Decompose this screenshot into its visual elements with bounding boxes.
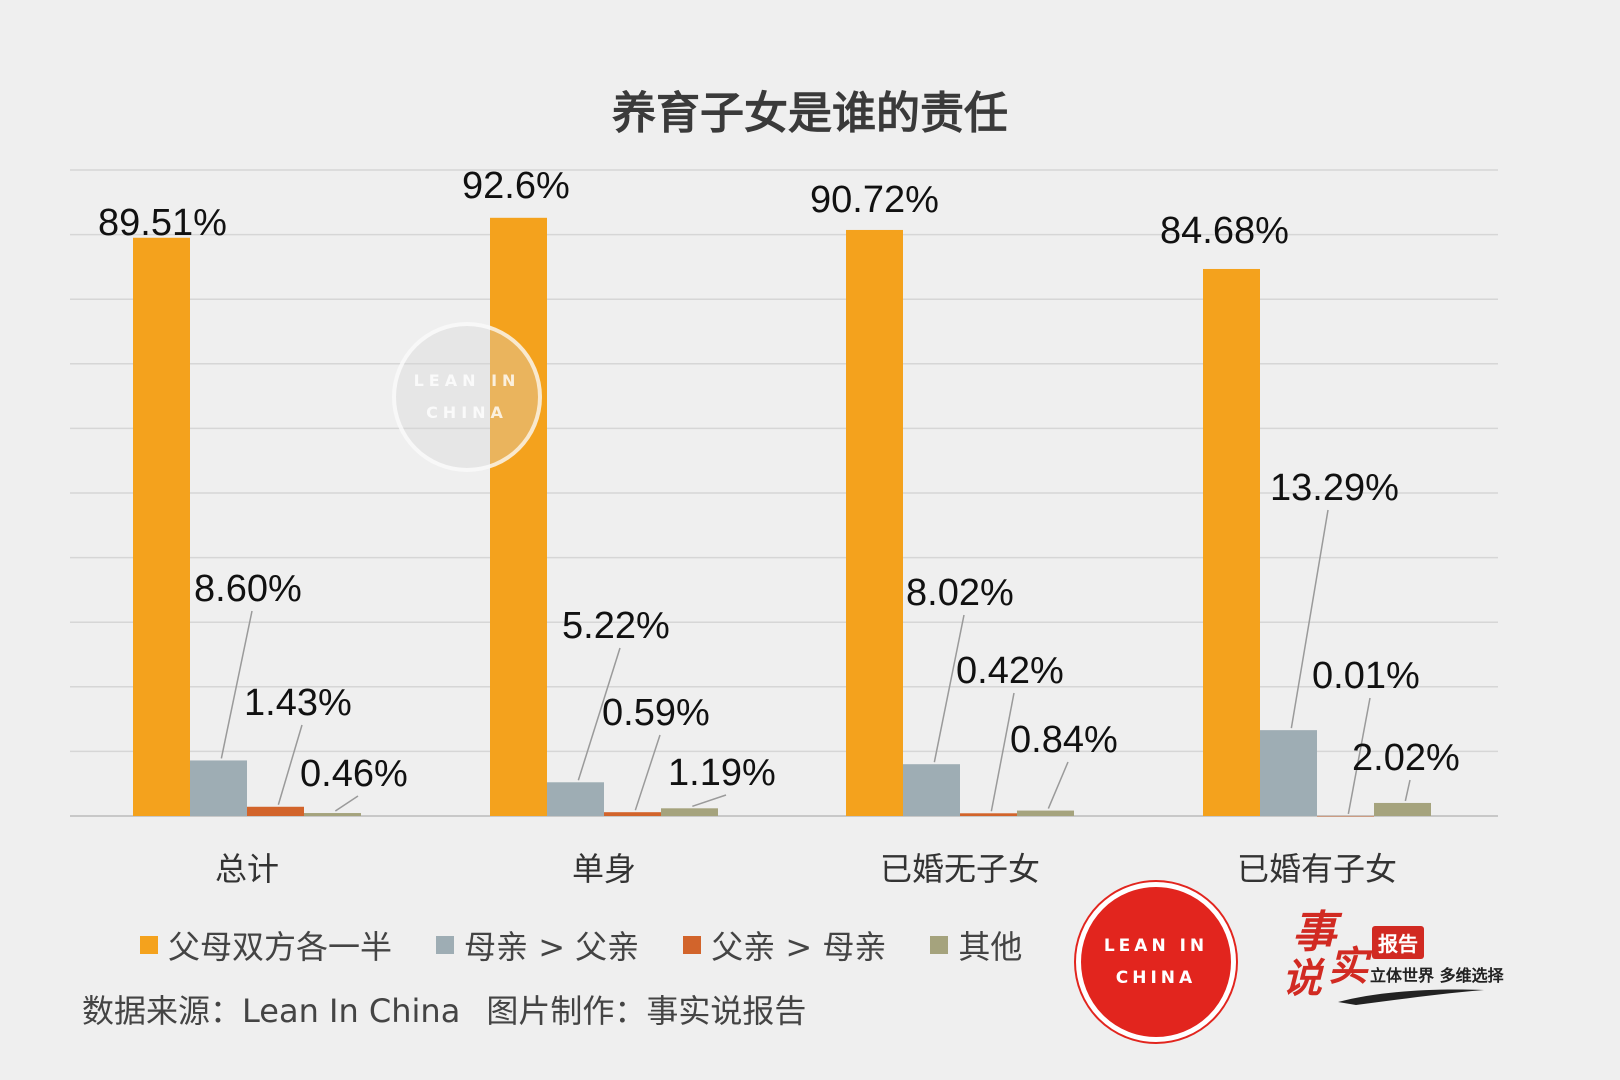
legend: 父母双方各一半 母亲 > 父亲 父亲 > 母亲 其他 bbox=[140, 922, 1022, 968]
data-labels: 89.51% 8.60% 1.43% 0.46% 92.6% 5.22% 0.59% 1.19… bbox=[98, 165, 1460, 815]
legend-item: 母亲 > 父亲 bbox=[436, 922, 639, 968]
leader-line bbox=[933, 614, 965, 763]
lean-in-china-logo: LEAN IN CHINA bbox=[1076, 882, 1236, 1042]
bar bbox=[846, 229, 903, 817]
data-label: 5.22% bbox=[562, 605, 670, 647]
gridlines bbox=[70, 169, 1498, 817]
bar bbox=[247, 806, 304, 816]
leader-line bbox=[577, 647, 621, 781]
bar bbox=[1317, 815, 1374, 817]
bar bbox=[1374, 802, 1431, 816]
data-label: 0.46% bbox=[300, 753, 408, 795]
category-label: 单身 bbox=[572, 850, 636, 888]
leader-line bbox=[1404, 779, 1411, 802]
data-label: 8.02% bbox=[906, 572, 1014, 614]
bar bbox=[547, 782, 604, 816]
logo-char: 说 bbox=[1282, 955, 1322, 1002]
legend-label: 母亲 > 父亲 bbox=[464, 928, 640, 966]
source-text: 数据来源：Lean In China bbox=[82, 992, 461, 1030]
data-label: 90.72% bbox=[810, 179, 939, 221]
logo-char: 事 bbox=[1292, 907, 1336, 958]
legend-swatch bbox=[683, 936, 702, 954]
fact-report-logo: 事 实 说 报告 立体世界 多维选择 bbox=[1282, 900, 1514, 1020]
legend-swatch bbox=[436, 936, 455, 954]
data-label: 1.43% bbox=[244, 682, 352, 724]
legend-label: 父母双方各一半 bbox=[168, 928, 393, 966]
data-label: 1.19% bbox=[668, 752, 776, 794]
bar bbox=[1203, 268, 1260, 817]
bar bbox=[903, 764, 960, 816]
bar bbox=[304, 813, 361, 816]
category-label: 已婚有子女 bbox=[1237, 850, 1397, 888]
bars bbox=[133, 217, 1431, 817]
bar bbox=[661, 808, 718, 816]
logo-char: 实 bbox=[1328, 943, 1368, 990]
logo-slogan: 立体世界 多维选择 bbox=[1370, 966, 1504, 985]
bar bbox=[133, 237, 190, 817]
data-label: 84.68% bbox=[1160, 210, 1289, 252]
leader-line bbox=[634, 734, 661, 811]
legend-label: 其他 bbox=[958, 928, 1023, 966]
bar bbox=[490, 217, 547, 816]
category-label: 总计 bbox=[215, 850, 279, 888]
legend-item: 父母双方各一半 bbox=[140, 922, 392, 968]
leader-line bbox=[277, 724, 303, 805]
bar bbox=[960, 813, 1017, 816]
category-label: 已婚无子女 bbox=[880, 850, 1040, 888]
data-label: 92.6% bbox=[462, 165, 570, 207]
data-label: 89.51% bbox=[98, 202, 227, 244]
logo-line2: CHINA bbox=[1115, 968, 1197, 988]
data-label: 0.01% bbox=[1312, 655, 1420, 697]
legend-item: 父亲 > 母亲 bbox=[683, 922, 886, 968]
leader-line bbox=[220, 610, 253, 759]
data-label: 2.02% bbox=[1352, 737, 1460, 779]
leader-line bbox=[1347, 697, 1371, 815]
legend-swatch bbox=[140, 936, 158, 954]
legend-swatch bbox=[930, 936, 949, 954]
source-note: 数据来源：Lean In China 图片制作：事实说报告 bbox=[82, 986, 832, 1032]
legend-item: 其他 bbox=[930, 922, 1022, 968]
leader-line bbox=[692, 794, 727, 808]
bar bbox=[1017, 810, 1074, 816]
data-label: 0.59% bbox=[602, 692, 710, 734]
data-label: 0.84% bbox=[1010, 719, 1118, 761]
legend-label: 父亲 > 母亲 bbox=[711, 928, 887, 966]
leader-line bbox=[1047, 761, 1069, 809]
category-labels: 总计 单身 已婚无子女 已婚有子女 bbox=[215, 850, 1397, 888]
credit-text: 图片制作：事实说报告 bbox=[486, 992, 807, 1030]
leader-line bbox=[1290, 509, 1329, 729]
leader-line bbox=[990, 692, 1015, 812]
brush-stroke-icon bbox=[1338, 989, 1484, 1005]
data-label: 0.42% bbox=[956, 650, 1064, 692]
bar bbox=[190, 760, 247, 816]
data-label: 13.29% bbox=[1270, 467, 1399, 509]
logo-line1: LEAN IN bbox=[1103, 936, 1209, 956]
data-label: 8.60% bbox=[194, 568, 302, 610]
logo-badge: 报告 bbox=[1372, 926, 1424, 959]
chart-title: 养育子女是谁的责任 bbox=[612, 88, 1008, 139]
bar bbox=[604, 812, 661, 816]
leader-line bbox=[334, 795, 359, 812]
bar bbox=[1260, 730, 1317, 816]
